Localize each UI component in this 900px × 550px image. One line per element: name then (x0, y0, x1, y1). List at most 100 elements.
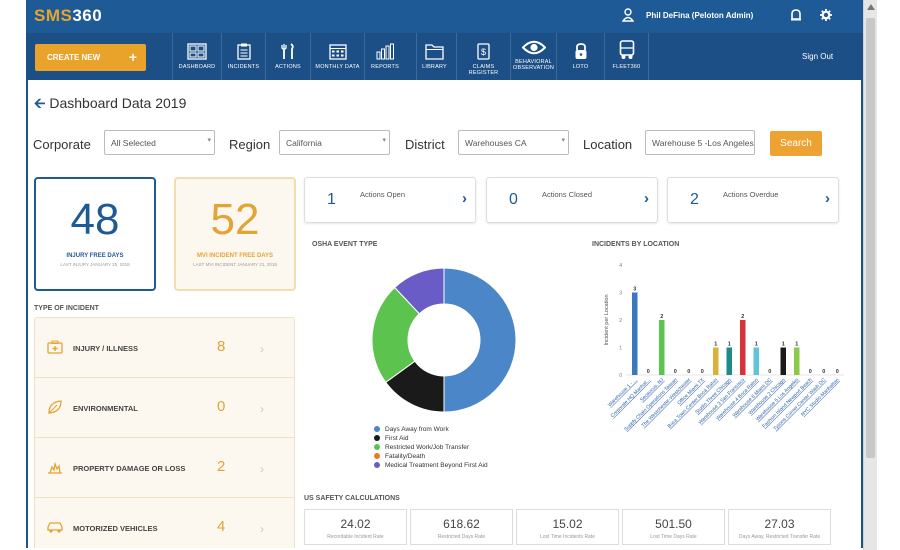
chevron-down-icon: ▾ (207, 137, 211, 144)
nav-label: MONTHLY DATA (315, 64, 360, 70)
legend-item: First Aid (374, 434, 488, 443)
type-of-incident-panel: INJURY / ILLNESS 8 › ENVIRONMENTAL 0 › P… (34, 317, 295, 548)
data-label: 0 (836, 369, 839, 375)
donut-slice[interactable] (443, 267, 517, 413)
bar[interactable] (713, 347, 719, 376)
data-label: 1 (782, 342, 785, 348)
user-name[interactable]: Phil DeFina (Peloton Admin) (646, 11, 754, 20)
vertical-scrollbar[interactable] (863, 0, 877, 550)
incident-type-name: MOTORIZED VEHICLES (73, 524, 158, 533)
bar[interactable] (753, 347, 760, 376)
data-label: 0 (674, 369, 677, 375)
data-label: 0 (647, 369, 650, 375)
last-mvi-date: LAST MVI INCIDENT JANUARY 21, 2018 (193, 262, 277, 267)
data-label: 1 (755, 342, 758, 348)
nav-behavioral-observation[interactable]: BEHAVIORAL OBSERVATION (510, 33, 556, 80)
create-new-button[interactable]: CREATE NEW + (35, 44, 146, 71)
incident-type-row[interactable]: ENVIRONMENTAL 0 › (35, 378, 294, 438)
gear-icon[interactable] (820, 9, 832, 21)
bar-chart-icon (376, 43, 394, 60)
chevron-right-icon: › (462, 190, 467, 207)
corporate-select[interactable]: All Selected ▾ (104, 130, 215, 155)
mvi-free-days-card[interactable]: 52 MVI INCIDENT FREE DAYS LAST MVI INCID… (174, 177, 296, 291)
incident-type-count: 4 (217, 518, 226, 535)
nav-monthly-data[interactable]: MONTHLY DATA (310, 33, 364, 80)
incident-type-name: INJURY / ILLNESS (73, 344, 139, 353)
safety-metric-card: 618.62 Restricted Days Rate (410, 509, 513, 545)
legend-item: Fatality/Death (374, 452, 488, 461)
user-icon[interactable] (622, 8, 634, 22)
bar[interactable] (780, 347, 787, 376)
injury-free-days-value: 48 (70, 195, 120, 244)
actions-open-label: Actions Open (360, 190, 406, 199)
region-label: Region (229, 137, 271, 152)
eye-icon (521, 40, 546, 55)
nav-reports[interactable]: REPORTS (364, 33, 405, 80)
clipboard-icon (236, 43, 251, 60)
incident-type-row[interactable]: MOTORIZED VEHICLES 4 › (35, 498, 294, 548)
nav-claims-register[interactable]: $ CLAIMS REGISTER (456, 33, 510, 80)
actions-closed-label: Actions Closed (542, 190, 593, 199)
osha-event-type-title: OSHA EVENT TYPE (312, 241, 378, 248)
scrollbar-thumb[interactable] (866, 18, 875, 458)
bar[interactable] (632, 292, 638, 376)
safety-metric-label: Days Away, Restricted Transfer Rate (738, 534, 821, 540)
district-label: District (405, 137, 445, 152)
district-select[interactable]: Warehouses CA ▾ (458, 130, 569, 155)
incident-type-name: PROPERTY DAMAGE OR LOSS (73, 464, 186, 473)
nav-label: BEHAVIORAL (515, 59, 552, 65)
safety-metric-card: 24.02 Recordable Incident Rate (304, 509, 407, 545)
bar[interactable] (740, 320, 746, 375)
injury-free-days-caption: INJURY FREE DAYS (66, 253, 124, 259)
bar[interactable] (659, 320, 665, 375)
actions-closed-card[interactable]: 0 Actions Closed › (486, 177, 658, 223)
location-label: Location (583, 137, 633, 152)
data-label: 0 (809, 369, 812, 375)
safety-metric-card: 501.50 Lost Time Days Rate (622, 509, 725, 545)
incident-type-row[interactable]: INJURY / ILLNESS 8 › (35, 318, 294, 378)
bar[interactable] (726, 347, 733, 376)
region-select[interactable]: California ▾ (279, 130, 390, 155)
location-select[interactable]: Warehouse 5 -Los Angeles (645, 130, 755, 155)
data-label: 2 (741, 314, 744, 320)
leaf-icon (48, 400, 62, 414)
incident-type-name: ENVIRONMENTAL (73, 404, 138, 413)
safety-metric-value: 24.02 (340, 517, 371, 531)
app-logo[interactable]: SMS360 (34, 6, 103, 25)
type-of-incident-title: TYPE OF INCIDENT (34, 305, 99, 312)
nav-loto[interactable]: LOTO (556, 33, 604, 80)
chevron-right-icon: › (644, 190, 649, 207)
nav-dashboard[interactable]: DASHBOARD (172, 33, 221, 80)
nav-actions[interactable]: ACTIONS (265, 33, 310, 80)
scroll-up-icon[interactable] (867, 4, 875, 10)
nav-label: DASHBOARD (178, 64, 216, 70)
document-dollar-icon: $ (477, 43, 490, 60)
nav-label: FLEET360 (612, 64, 641, 70)
sign-out-link[interactable]: Sign Out (802, 52, 834, 61)
incident-type-row[interactable]: PROPERTY DAMAGE OR LOSS 2 › (35, 438, 294, 498)
last-injury-date: LAST INJURY JANUARY 25, 2018 (60, 262, 130, 267)
donut-slice[interactable] (394, 267, 445, 315)
injury-free-days-card[interactable]: 48 INJURY FREE DAYS LAST INJURY JANUARY … (34, 177, 156, 291)
nav-incidents[interactable]: INCIDENTS (221, 33, 265, 80)
car-icon (47, 522, 63, 533)
nav-fleet360[interactable]: FLEET360 (604, 33, 649, 80)
notification-icon[interactable] (790, 9, 802, 22)
chevron-down-icon: ▾ (561, 137, 565, 144)
top-bar: SMS360 Phil DeFina (Peloton Admin) (26, 0, 863, 33)
nav-library[interactable]: LIBRARY (416, 33, 452, 80)
dashboard-content: 🡨 Dashboard Data 2019 Corporate All Selec… (28, 80, 861, 548)
safety-metric-label: Recordable Incident Rate (327, 534, 384, 540)
actions-overdue-card[interactable]: 2 Actions Overdue › (667, 177, 839, 223)
safety-metric-value: 618.62 (443, 517, 480, 531)
folder-icon (425, 44, 444, 60)
actions-open-card[interactable]: 1 Actions Open › (304, 177, 476, 223)
search-button[interactable]: Search (770, 131, 822, 156)
data-label: 0 (768, 369, 771, 375)
truck-icon (619, 40, 634, 59)
back-arrow-icon[interactable]: 🡨 (34, 95, 46, 111)
corporate-label: Corporate (33, 137, 91, 152)
bar[interactable] (794, 347, 800, 376)
nav-label: CLAIMS REGISTER (468, 64, 499, 76)
